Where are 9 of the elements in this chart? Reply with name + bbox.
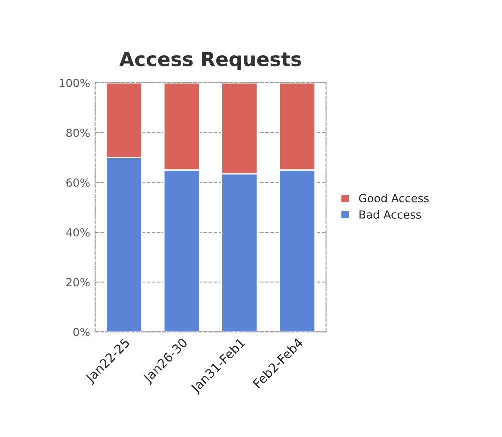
legend-label: Good Access [359,194,429,203]
y-tick-label: 80% [66,128,90,138]
y-tick-label: 0% [74,328,90,336]
y-tick-label: 100% [60,79,90,88]
y-tick-label: 20% [66,278,90,287]
chart-title: Access Requests [120,52,302,70]
legend-label: Bad Access [360,210,422,219]
y-tick-label: 40% [66,228,90,237]
y-tick-label: 60% [66,178,90,188]
